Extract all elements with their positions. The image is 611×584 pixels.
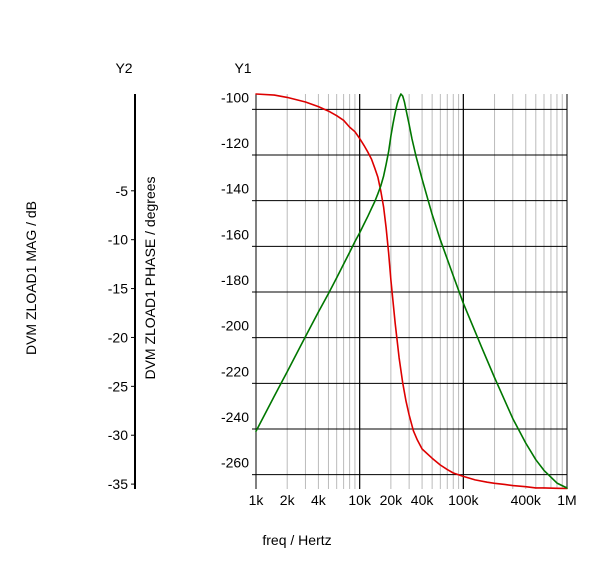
x-tick-label: 1k (249, 492, 265, 508)
y1-tick-label: -220 (221, 363, 249, 379)
y1-tick-label: -140 (221, 181, 249, 197)
y1-tick-label: -240 (221, 409, 249, 425)
y2-tick-label: -20 (108, 329, 128, 345)
x-tick-label: 100k (448, 492, 479, 508)
y1-tick-label: -180 (221, 272, 249, 288)
y2-tick-label: -25 (108, 378, 128, 394)
x-tick-label: 400k (511, 492, 542, 508)
x-ticks: 1k 2k 4k 10k 20k 40k 100k 400k 1M (249, 492, 577, 508)
x-tick-label: 1M (557, 492, 576, 508)
x-tick-label: 10k (348, 492, 372, 508)
y2-ticks: -5 -10 -15 -20 -25 -30 -35 (108, 183, 135, 492)
y2-title: Y2 (115, 60, 132, 76)
y2-tick-label: -15 (108, 281, 128, 297)
y2-tick-label: -35 (108, 476, 128, 492)
y2-axis-label: DVM ZLOAD1 MAG / dB (23, 201, 39, 355)
y1-tick-label: -100 (221, 89, 249, 105)
y2-tick-label: -30 (108, 427, 128, 443)
x-tick-label: 2k (280, 492, 296, 508)
series-layer (255, 93, 568, 490)
series-line-mag (255, 93, 568, 489)
x-tick-label: 20k (380, 492, 404, 508)
y1-ticks: -100 -120 -140 -160 -180 -200 -220 -240 -260 (221, 89, 256, 476)
x-axis-label: freq / Hertz (262, 532, 331, 548)
x-tick-label: 4k (311, 492, 327, 508)
x-tick-label: 40k (411, 492, 435, 508)
y2-tick-label: -10 (108, 232, 128, 248)
y2-tick-label: -5 (116, 183, 129, 199)
horizontal-grid (256, 108, 567, 476)
y1-tick-label: -200 (221, 318, 249, 334)
y1-tick-label: -120 (221, 135, 249, 151)
y1-axis-label: DVM ZLOAD1 PHASE / degrees (142, 176, 158, 379)
y1-tick-label: -160 (221, 226, 249, 242)
series-line-phase (255, 93, 568, 490)
y1-tick-label: -260 (221, 455, 249, 471)
y1-title: Y1 (234, 60, 251, 76)
